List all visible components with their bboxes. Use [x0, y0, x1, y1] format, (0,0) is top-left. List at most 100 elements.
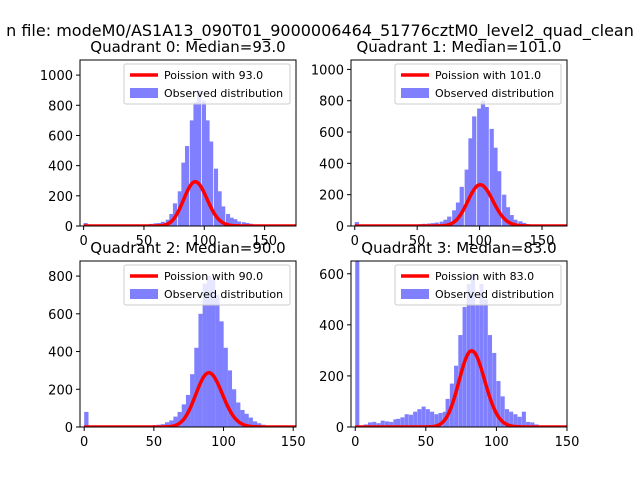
y-tick-label: 200	[48, 190, 73, 205]
y-tick-label: 200	[48, 383, 73, 398]
x-tick-label: 50	[146, 435, 163, 450]
histogram-bar	[215, 294, 220, 427]
x-tick-label: 150	[281, 435, 306, 450]
panel-1: 0 50 100 150 0 200 400 600 800 1000 Poission with …	[311, 38, 568, 249]
histogram-bar	[384, 421, 389, 427]
figure-suptitle: n file: modeM0/AS1A13_090T01_9000006464_…	[6, 21, 634, 41]
y-tick-label: 600	[319, 268, 344, 283]
y-tick-label: 0	[336, 220, 344, 235]
histogram-bar	[209, 141, 214, 226]
plot-area	[83, 90, 296, 226]
histogram-bar	[181, 404, 187, 427]
histogram-bar	[504, 409, 509, 427]
axes-frame	[79, 260, 297, 428]
histogram-bar	[219, 321, 224, 427]
histogram-bar	[354, 222, 359, 226]
y-tick-label: 200	[319, 370, 344, 385]
histogram-bar	[221, 206, 226, 226]
panel-2: 0 50 100 150 0 200 400 600 800 Poission with 90.0…	[48, 239, 305, 450]
histogram-bar	[518, 221, 523, 226]
panel-title: Quadrant 1: Median=101.0	[357, 38, 562, 56]
histogram-bar	[194, 347, 199, 427]
histogram-bar	[210, 279, 216, 427]
histogram-bar	[483, 299, 488, 427]
legend-label-poisson: Poission with 83.0	[435, 270, 534, 283]
legend-box	[123, 63, 291, 105]
legend-swatch-observed	[401, 289, 429, 299]
histogram-bar	[521, 411, 526, 427]
x-tick-label: 150	[530, 234, 555, 249]
y-tick-label: 0	[336, 421, 344, 436]
histogram-bar	[447, 216, 452, 226]
histogram-bar	[197, 90, 202, 226]
y-tick-label: 800	[319, 95, 344, 110]
histogram-bar	[517, 416, 522, 427]
legend-box	[123, 264, 291, 306]
x-tick-label: 150	[555, 435, 580, 450]
histogram-bar	[492, 352, 497, 427]
y-tick-label: 400	[319, 157, 344, 172]
axes-frame	[350, 260, 568, 428]
plot-area	[354, 100, 567, 226]
y-tick-label: 600	[48, 308, 73, 323]
y-tick-label: 1000	[40, 69, 73, 84]
histogram-bar	[526, 421, 531, 427]
x-tick-label: 0	[351, 435, 359, 450]
histogram-bar	[496, 381, 501, 427]
x-tick-label: 100	[467, 234, 492, 249]
histogram-bar	[493, 147, 498, 226]
histogram-bar	[475, 304, 480, 427]
histogram-bar	[376, 423, 381, 427]
histogram-bar	[389, 421, 394, 427]
histogram-bar	[421, 406, 426, 427]
histogram-bar	[240, 410, 245, 427]
histogram-bar	[459, 186, 464, 226]
legend-box	[394, 264, 562, 306]
histogram-bar	[173, 416, 178, 427]
y-tick-label: 800	[48, 99, 73, 114]
x-tick-label: 100	[192, 234, 217, 249]
histogram-bar	[236, 402, 241, 427]
histogram-bar	[417, 409, 422, 427]
histogram-bar	[489, 128, 494, 226]
histogram-bar	[443, 219, 448, 226]
histogram-bar	[248, 417, 253, 427]
legend-label-observed: Observed distribution	[164, 87, 283, 100]
legend-swatch-observed	[130, 289, 158, 299]
x-tick-label: 0	[79, 234, 87, 249]
histogram-bar	[502, 194, 507, 226]
histogram-bar	[472, 116, 477, 226]
histogram-bar	[355, 261, 360, 427]
histogram-bar	[487, 335, 493, 427]
histogram-bar	[213, 168, 219, 226]
y-tick-label: 0	[65, 220, 73, 235]
histogram-bar	[505, 207, 511, 226]
plot-area	[83, 276, 296, 427]
panel-title: Quadrant 3: Median=83.0	[361, 239, 556, 257]
histogram-bar	[256, 423, 262, 427]
histogram-bar	[233, 219, 238, 226]
histogram-bar	[434, 414, 439, 427]
histogram-bar	[477, 108, 482, 226]
histogram-bar	[500, 396, 505, 427]
histogram-bar	[430, 411, 435, 427]
histogram-bar	[484, 106, 489, 226]
histogram-bar	[439, 221, 444, 226]
legend-label-poisson: Poission with 93.0	[164, 69, 263, 82]
panel-title: Quadrant 0: Median=93.0	[90, 38, 285, 56]
legend-label-observed: Observed distribution	[164, 288, 283, 301]
histogram-bar	[252, 421, 258, 427]
histogram-bar	[404, 414, 409, 427]
histogram-bar	[452, 210, 457, 226]
y-tick-label: 400	[319, 319, 344, 334]
histogram-bar	[438, 412, 443, 427]
y-tick-label: 400	[48, 346, 73, 361]
poisson-curve	[83, 180, 296, 226]
histogram-bar	[367, 422, 373, 427]
histogram-bar	[480, 100, 486, 226]
histogram-bar	[184, 146, 190, 226]
histogram-bar	[479, 283, 484, 427]
histogram-bar	[380, 420, 385, 427]
